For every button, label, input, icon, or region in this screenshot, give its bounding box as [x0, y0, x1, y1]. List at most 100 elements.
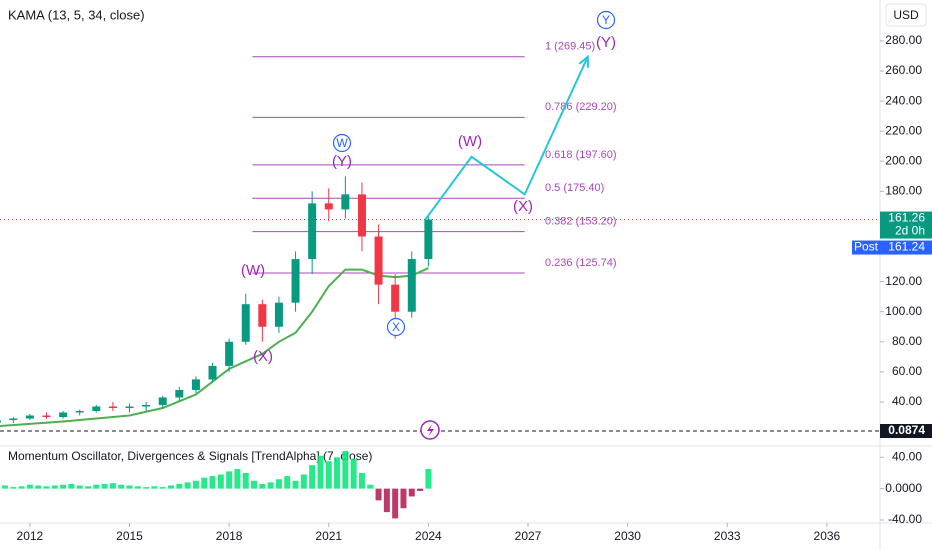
candle	[357, 182, 366, 252]
wave-label: (Y)	[332, 153, 352, 170]
osc-bar	[60, 484, 67, 489]
candle	[208, 362, 217, 383]
fib-label: 1 (269.45)	[545, 41, 595, 53]
osc-bar	[10, 487, 17, 489]
wave-label: (W)	[458, 133, 482, 150]
candle-body	[291, 259, 300, 303]
wave-circle-label: X	[392, 320, 400, 334]
candle-body	[25, 415, 34, 419]
wave-circle-label: Y	[602, 13, 610, 27]
y-tick-label: 260.00	[885, 63, 922, 77]
fib-label: 0.5 (175.40)	[545, 182, 604, 194]
osc-bar	[43, 486, 50, 489]
candle-body	[341, 194, 350, 210]
osc-bar	[392, 488, 399, 519]
candle-body	[108, 406, 117, 408]
osc-bar	[226, 471, 233, 489]
arrow-head	[578, 54, 589, 68]
candle-body	[9, 418, 18, 421]
projection-line	[424, 56, 589, 221]
candle-body	[357, 194, 366, 237]
x-tick-label: 2027	[515, 529, 542, 543]
osc-bar	[367, 484, 374, 489]
osc-bar	[76, 485, 83, 489]
y-tick-label: 60.00	[892, 364, 922, 378]
wave-label: (W)	[241, 262, 265, 279]
osc-bar	[309, 465, 316, 489]
osc-bar	[93, 484, 100, 489]
candle-body	[158, 397, 167, 405]
candle-body	[241, 304, 250, 342]
wave-circle	[386, 317, 406, 337]
osc-bar	[400, 488, 407, 509]
post-tag-box	[852, 240, 880, 255]
wave-label: (X)	[253, 348, 273, 365]
osc-bar	[217, 474, 224, 489]
icon-bolt[interactable]	[427, 424, 434, 437]
osc-bar	[35, 485, 42, 489]
fib-label: 0.382 (153.20)	[545, 216, 617, 228]
osc-bar	[168, 485, 175, 489]
y-tick-label: 200.00	[885, 153, 922, 167]
candle-body	[75, 411, 84, 413]
candle	[274, 296, 283, 333]
oscillator-title: Momentum Oscillator, Divergences & Signa…	[8, 449, 372, 463]
value-box	[880, 424, 932, 438]
candle-body	[258, 304, 267, 327]
candle-body	[59, 412, 68, 418]
candle	[25, 414, 34, 421]
osc-bar	[275, 479, 282, 489]
x-tick-label: 2033	[714, 529, 741, 543]
y-tick-label: 280.00	[885, 33, 922, 47]
candle-body	[374, 236, 383, 285]
wave-circle	[596, 10, 616, 30]
post-price: 161.24	[888, 240, 925, 254]
candle-body	[125, 406, 134, 408]
wave-circle-label: W	[336, 136, 348, 150]
post-tag: Post	[854, 240, 879, 254]
osc-bar	[109, 483, 116, 489]
candle-body	[208, 365, 217, 380]
y-tick-label: 40.00	[892, 394, 922, 408]
candle	[424, 213, 433, 267]
osc-bar	[134, 486, 141, 489]
candle	[125, 403, 134, 413]
osc-bar	[126, 485, 133, 489]
osc-bar	[358, 472, 365, 489]
osc-bar	[300, 474, 307, 489]
y-tick-label: 0.0000	[885, 481, 922, 495]
osc-bar	[267, 482, 274, 489]
osc-bar	[350, 458, 357, 489]
osc-bar	[18, 486, 25, 489]
osc-bar	[334, 457, 341, 489]
candle-body	[424, 219, 433, 260]
osc-bar	[408, 488, 415, 497]
fib-label: 0.618 (197.60)	[545, 149, 617, 161]
candle-body	[175, 389, 184, 398]
alert-icon[interactable]	[420, 420, 440, 440]
osc-bar	[85, 486, 91, 489]
osc-bar	[242, 472, 249, 489]
x-tick-label: 2015	[116, 529, 143, 543]
currency[interactable]: USD	[893, 8, 919, 22]
y-tick-label: 220.00	[885, 123, 922, 137]
candle	[341, 176, 350, 219]
osc-bar	[151, 486, 158, 489]
post-price-box	[880, 240, 932, 255]
fib-label: 0.786 (229.20)	[545, 101, 617, 113]
y-tick-label: 40.00	[892, 449, 922, 463]
osc-bar	[51, 485, 58, 489]
candle	[0, 420, 1, 424]
osc-bar	[284, 476, 291, 489]
candle	[92, 404, 101, 413]
x-tick-label: 2021	[315, 529, 342, 543]
candle	[108, 401, 117, 412]
candle	[291, 251, 300, 312]
osc-bar	[209, 476, 216, 489]
osc-bar	[143, 487, 150, 489]
osc-bar	[201, 477, 208, 489]
candle	[158, 395, 167, 408]
candle-body	[391, 284, 400, 312]
currency-button[interactable]	[885, 3, 927, 27]
osc-bar	[184, 482, 191, 489]
